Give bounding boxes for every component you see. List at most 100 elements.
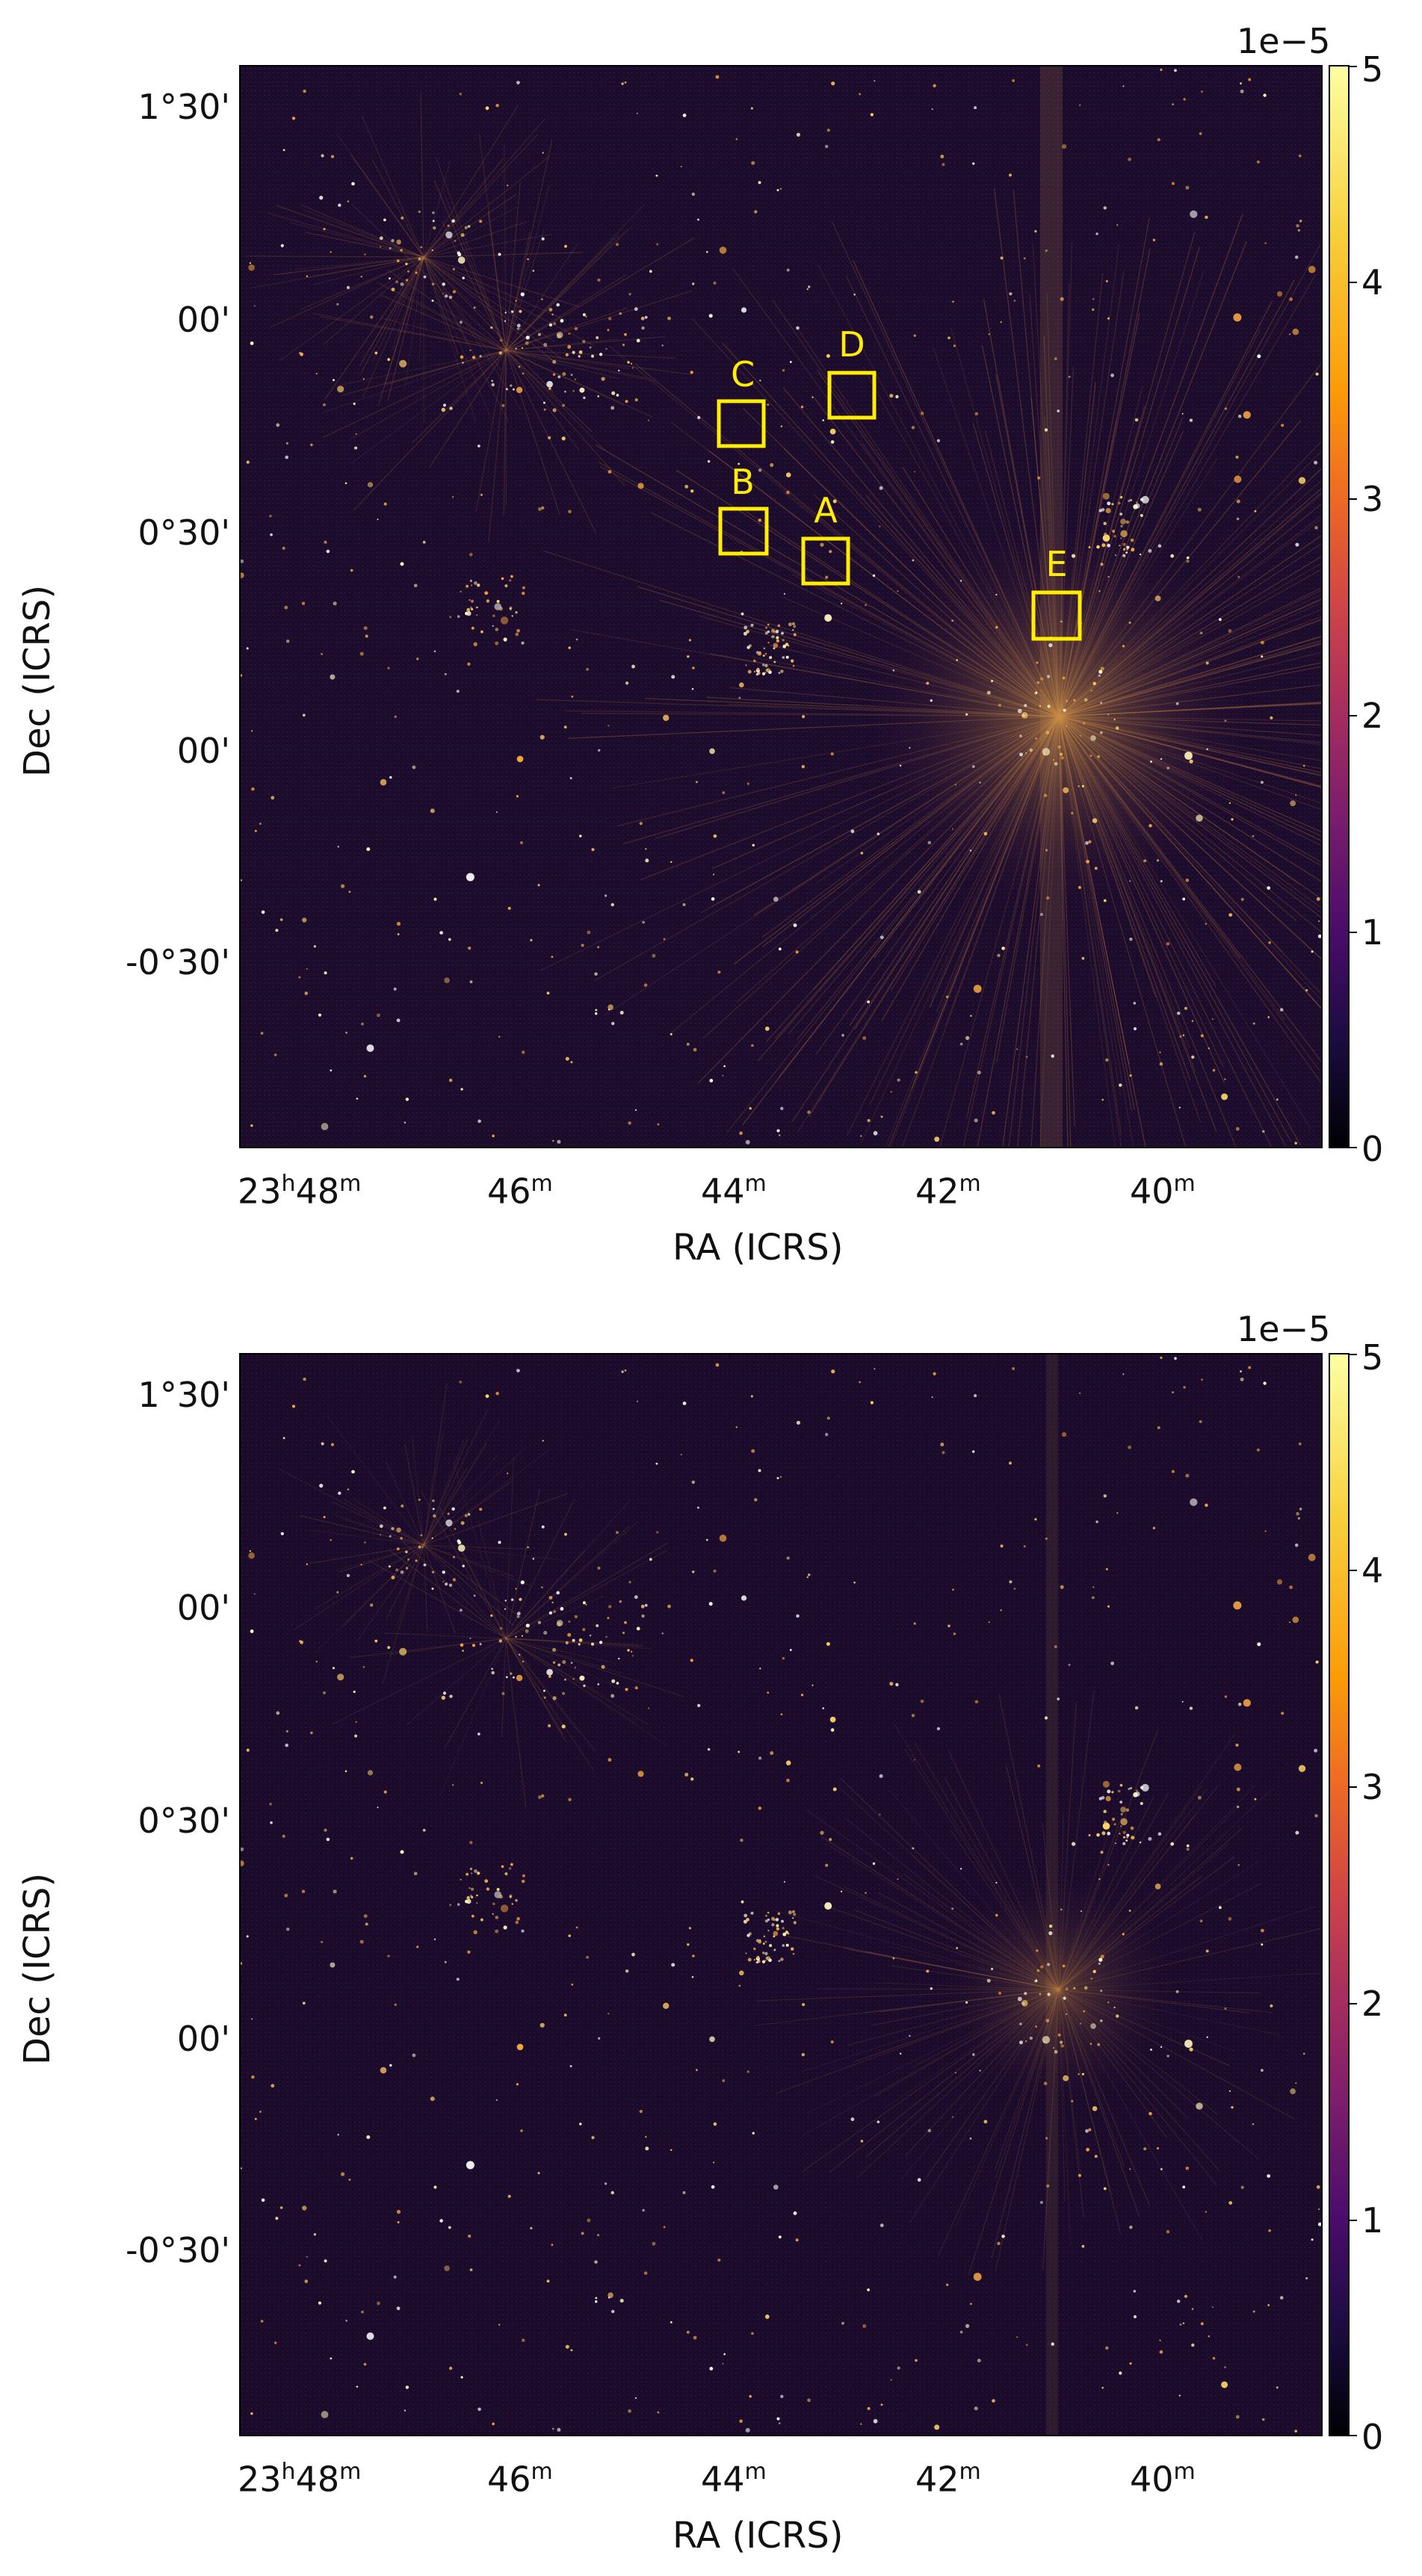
artifact-ray: [244, 256, 424, 258]
point-source: [471, 584, 473, 586]
point-source: [442, 293, 445, 295]
artifact-ray: [505, 350, 630, 369]
point-source: [619, 312, 622, 315]
point-source: [1298, 477, 1306, 484]
point-source: [1295, 1830, 1299, 1835]
artifact-ray: [505, 350, 676, 359]
point-source: [1048, 1931, 1053, 1936]
artifact-ray: [504, 143, 507, 351]
point-source: [495, 1392, 499, 1396]
point-source: [276, 423, 280, 427]
point-source: [1016, 1048, 1018, 1050]
point-source: [1101, 508, 1105, 512]
point-source: [516, 629, 520, 633]
point-source: [777, 1912, 781, 1916]
point-source: [826, 354, 830, 358]
point-source: [915, 2359, 918, 2362]
point-source: [1261, 1943, 1264, 1946]
point-source: [631, 1655, 634, 1657]
point-source: [1066, 725, 1068, 727]
point-source: [1143, 859, 1147, 863]
point-source: [782, 1927, 785, 1930]
artifact-ray: [423, 256, 555, 343]
point-source: [780, 1713, 783, 1715]
point-source: [715, 1363, 720, 1367]
point-source: [1185, 879, 1190, 882]
region-box-e: [1031, 590, 1082, 641]
artifact-ray: [423, 256, 558, 365]
point-source: [581, 944, 584, 947]
point-source: [778, 672, 781, 675]
point-source: [319, 196, 324, 200]
point-source: [508, 579, 512, 582]
point-source: [1120, 537, 1122, 539]
point-source: [791, 1947, 794, 1951]
point-source: [1256, 160, 1260, 164]
artifact-ray: [377, 256, 424, 406]
point-source: [300, 352, 303, 356]
point-source: [1096, 545, 1100, 549]
point-source: [560, 319, 564, 323]
point-source: [1295, 2082, 1297, 2084]
artifact-ray: [327, 1415, 424, 1546]
point-source: [1289, 1585, 1293, 1589]
point-source: [333, 1667, 335, 1670]
point-source: [652, 2241, 656, 2246]
point-source: [631, 1952, 635, 1957]
point-source: [1086, 2147, 1089, 2152]
point-source: [783, 1880, 785, 1883]
point-source: [756, 667, 760, 671]
point-source: [773, 1948, 776, 1951]
point-source: [516, 1674, 523, 1682]
point-source: [965, 2001, 968, 2004]
point-source: [492, 614, 495, 618]
point-source: [532, 1558, 535, 1560]
point-source: [471, 626, 474, 630]
point-source: [1206, 2036, 1208, 2039]
point-source: [1125, 551, 1128, 554]
point-source: [1039, 1993, 1042, 1996]
point-source: [525, 341, 529, 345]
point-source: [543, 408, 546, 411]
point-source: [865, 604, 868, 607]
point-source: [1160, 2046, 1163, 2049]
point-source: [449, 616, 452, 619]
point-source: [751, 1449, 755, 1453]
point-source: [1101, 2386, 1104, 2389]
point-source: [1025, 2040, 1027, 2043]
point-source: [741, 612, 744, 616]
point-source: [1311, 2238, 1314, 2241]
point-source: [354, 446, 358, 450]
point-source: [552, 1647, 557, 1652]
point-source: [1120, 1806, 1126, 1812]
point-source: [405, 1097, 409, 1101]
point-source: [1160, 1356, 1163, 1359]
point-source: [433, 2185, 437, 2189]
point-source: [1129, 2362, 1132, 2365]
point-source: [323, 1516, 326, 1519]
point-source: [387, 666, 390, 669]
point-source: [1156, 2147, 1160, 2150]
point-source: [511, 1903, 513, 1905]
point-source: [1205, 1503, 1208, 1507]
point-source: [441, 1695, 445, 1700]
point-source: [1189, 2047, 1193, 2052]
point-source: [1228, 1917, 1232, 1921]
artifact-ray: [386, 1544, 424, 1620]
point-source: [1081, 2072, 1084, 2075]
point-source: [471, 599, 474, 603]
point-source: [1119, 2371, 1122, 2375]
point-source: [1302, 2052, 1305, 2055]
point-source: [400, 1537, 403, 1540]
point-source: [377, 1013, 380, 1018]
point-source: [516, 755, 524, 763]
point-source: [582, 313, 586, 317]
point-source: [1208, 1047, 1211, 1050]
point-source: [625, 1969, 629, 1973]
point-source: [541, 1794, 545, 1798]
point-source: [306, 967, 308, 970]
point-source: [773, 1931, 779, 1936]
point-source: [1297, 1517, 1300, 1520]
point-source: [578, 350, 583, 354]
artifact-ray: [505, 1638, 639, 1646]
